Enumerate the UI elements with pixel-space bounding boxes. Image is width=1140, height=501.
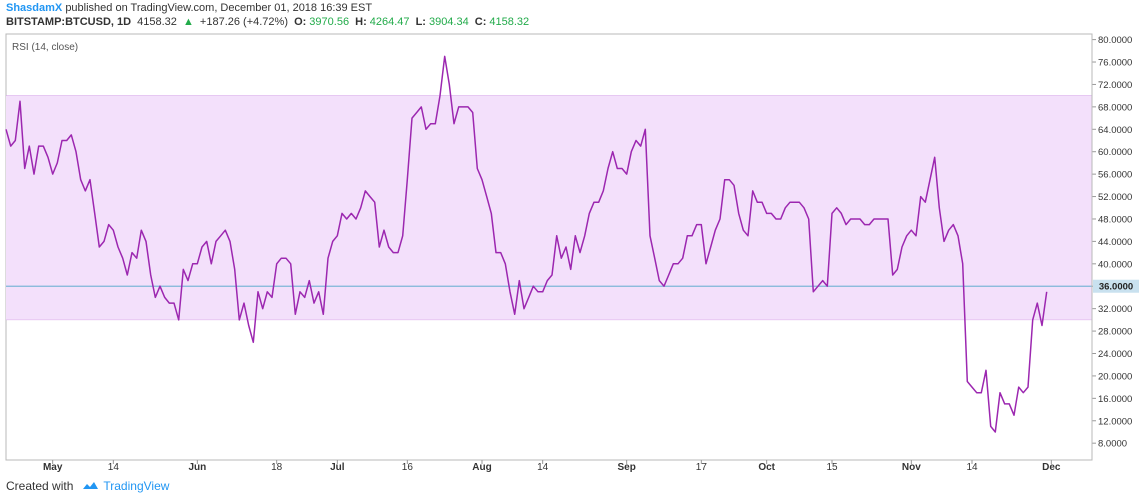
y-tick-label: 16.0000	[1098, 394, 1132, 405]
x-tick-label: Dec	[1042, 462, 1061, 473]
rsi-band	[6, 95, 1092, 320]
x-tick-label: Aug	[472, 462, 491, 473]
indicator-title: RSI (14, close)	[12, 42, 78, 53]
y-tick-label: 52.0000	[1098, 192, 1132, 203]
x-tick-label: 18	[271, 462, 283, 473]
x-tick-label: 16	[402, 462, 414, 473]
published-text: published on TradingView.com, December 0…	[65, 2, 373, 14]
y-tick-label: 68.0000	[1098, 102, 1132, 113]
y-tick-label: 44.0000	[1098, 237, 1132, 248]
y-tick-label: 28.0000	[1098, 327, 1132, 338]
change-up-icon: ▲	[182, 16, 194, 28]
price-change: +187.26 (+4.72%)	[199, 16, 288, 28]
open-value: 3970.56	[309, 16, 350, 28]
y-tick-label: 72.0000	[1098, 80, 1132, 91]
y-tick-label: 32.0000	[1098, 304, 1132, 315]
high-label: H:	[355, 16, 367, 28]
footer: Created with TradingView	[6, 479, 169, 493]
tradingview-cloud-icon	[83, 482, 99, 489]
publish-info: ShasdamX published on TradingView.com, D…	[6, 2, 372, 14]
author-name[interactable]: ShasdamX	[6, 2, 63, 14]
created-with-text: Created with	[6, 479, 74, 493]
y-tick-label: 48.0000	[1098, 214, 1132, 225]
low-value: 3904.34	[428, 16, 469, 28]
y-tick-label: 56.0000	[1098, 170, 1132, 181]
x-tick-label: 14	[108, 462, 120, 473]
low-label: L:	[415, 16, 426, 28]
x-tick-label: Nov	[902, 462, 921, 473]
x-tick-label: May	[43, 462, 63, 473]
x-tick-label: 14	[537, 462, 549, 473]
symbol-label: BITSTAMP:BTCUSD, 1D	[6, 16, 132, 28]
y-tick-label: 12.0000	[1098, 416, 1132, 427]
open-label: O:	[294, 16, 307, 28]
last-value-label: 36.0000	[1099, 282, 1133, 293]
last-price: 4158.32	[137, 16, 177, 28]
x-tick-label: 17	[696, 462, 708, 473]
last-value-tag	[1093, 279, 1139, 293]
rsi-series-line[interactable]	[5, 55, 1048, 433]
x-tick-label: Sep	[617, 462, 635, 473]
high-value: 4264.47	[369, 16, 410, 28]
x-tick-label: 15	[826, 462, 838, 473]
y-tick-label: 76.0000	[1098, 58, 1132, 69]
close-label: C:	[474, 16, 487, 28]
y-tick-label: 20.0000	[1098, 371, 1132, 382]
y-tick-label: 80.0000	[1098, 35, 1132, 46]
close-value: 4158.32	[489, 16, 530, 28]
x-tick-label: Oct	[758, 462, 775, 473]
x-tick-label: Jun	[188, 462, 206, 473]
x-tick-label: Jul	[330, 462, 345, 473]
y-tick-label: 8.0000	[1098, 439, 1127, 450]
y-tick-label: 24.0000	[1098, 349, 1132, 360]
x-tick-label: 14	[966, 462, 978, 473]
y-tick-label: 60.0000	[1098, 147, 1132, 158]
tradingview-brand[interactable]: TradingView	[103, 479, 170, 493]
symbol-legend: BITSTAMP:BTCUSD, 1D 4158.32 ▲ +187.26 (+…	[6, 16, 532, 28]
y-tick-label: 64.0000	[1098, 125, 1132, 136]
y-tick-label: 40.0000	[1098, 259, 1132, 270]
